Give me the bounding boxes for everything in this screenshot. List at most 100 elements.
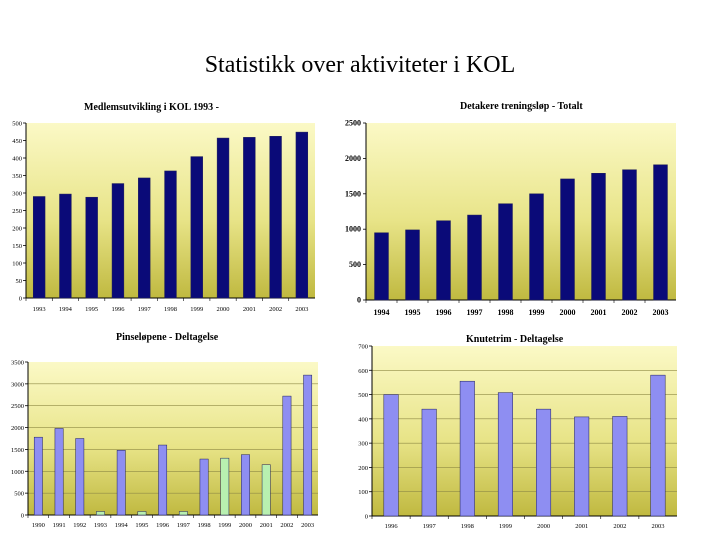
bar-2002 (282, 395, 292, 516)
y-tick-label: 250 (12, 208, 22, 215)
x-tick-label: 2000 (239, 522, 252, 529)
y-tick-label: 0 (19, 296, 22, 303)
bar-1993 (96, 511, 105, 516)
x-tick-label: 1997 (138, 306, 152, 313)
x-tick-label: 1999 (529, 308, 545, 317)
bar-1999 (220, 457, 230, 516)
x-tick-label: 2003 (295, 306, 308, 313)
x-tick-label: 2003 (653, 308, 669, 317)
x-tick-label: 2002 (269, 306, 282, 313)
bar-1996 (111, 183, 125, 299)
bar-1997 (138, 177, 151, 299)
y-tick-label: 450 (12, 138, 22, 145)
y-tick-label: 100 (358, 489, 368, 496)
x-tick-label: 2003 (301, 522, 314, 529)
y-tick-label: 500 (349, 260, 361, 269)
x-tick-label: 1996 (111, 306, 125, 313)
y-tick-label: 400 (358, 416, 368, 423)
x-tick-label: 2003 (651, 523, 664, 530)
plot-area (28, 362, 318, 515)
chart-title: Detakere treningsløp - Totalt (460, 101, 583, 112)
x-tick-label: 1999 (218, 522, 231, 529)
x-tick-label: 1999 (499, 523, 512, 530)
bar-1998 (459, 380, 475, 517)
bar-2003 (650, 374, 666, 517)
bar-1992 (75, 438, 85, 516)
x-tick-label: 1998 (198, 522, 211, 529)
y-tick-label: 2500 (11, 403, 24, 410)
bar-2001 (574, 416, 590, 517)
x-tick-label: 1996 (385, 523, 399, 530)
y-tick-label: 1500 (345, 189, 361, 198)
bar-1998 (498, 203, 513, 301)
x-tick-label: 1998 (498, 308, 514, 317)
y-tick-label: 50 (16, 278, 23, 285)
bar-1996 (158, 444, 168, 516)
x-tick-label: 1997 (467, 308, 483, 317)
x-tick-label: 2002 (613, 523, 626, 530)
bar-1996 (436, 220, 451, 301)
y-tick-label: 300 (12, 191, 22, 198)
x-tick-label: 1999 (190, 306, 203, 313)
y-tick-label: 300 (358, 441, 368, 448)
bar-1990 (33, 436, 43, 516)
x-tick-label: 2002 (280, 522, 293, 529)
x-tick-label: 1991 (53, 522, 66, 529)
y-tick-label: 150 (12, 243, 22, 250)
bar-1997 (467, 214, 482, 301)
y-tick-label: 700 (358, 344, 368, 351)
y-tick-label: 0 (21, 513, 24, 520)
chart-title: Knutetrim - Deltagelse (466, 334, 564, 345)
y-tick-label: 3000 (11, 381, 24, 388)
x-tick-label: 1998 (461, 523, 474, 530)
x-tick-label: 1995 (135, 522, 148, 529)
y-tick-label: 200 (12, 226, 22, 233)
chart-title: Pinseløpene - Deltagelse (116, 332, 219, 343)
bar-2001 (261, 464, 271, 516)
y-tick-label: 500 (12, 121, 22, 128)
y-tick-label: 500 (358, 392, 368, 399)
bar-2000 (536, 408, 552, 517)
bar-1999 (529, 193, 544, 301)
y-tick-label: 0 (365, 514, 368, 521)
bar-1997 (178, 511, 188, 516)
y-tick-label: 600 (358, 368, 368, 375)
chart-membership: Medlemsutvikling i KOL 1993 - 0 50 100 150 20… (0, 96, 322, 314)
chart-training-runs: Detakere treningsløp - Totalt 0 500 1000 150… (330, 96, 682, 318)
y-tick-label: 1000 (345, 225, 361, 234)
x-tick-label: 1990 (32, 522, 45, 529)
bar-2000 (241, 454, 250, 516)
x-tick-label: 1997 (177, 522, 191, 529)
bar-1991 (54, 428, 64, 516)
plot-area (372, 346, 677, 516)
y-tick-label: 2000 (11, 425, 24, 432)
page-title: Statistikk over aktiviteter i KOL (204, 52, 516, 78)
bar-1995 (137, 511, 147, 516)
x-tick-label: 2001 (260, 522, 273, 529)
x-tick-label: 1995 (85, 306, 98, 313)
x-tick-label: 1994 (59, 306, 73, 313)
knutetrim-chart-svg: Knutetrim - Deltagelse 0 100 200 300 400 500 60… (358, 334, 677, 530)
chart-knutetrim: Knutetrim - Deltagelse 0 100 200 300 400 500 60… (348, 328, 682, 534)
bar-1997 (421, 408, 437, 517)
y-tick-label: 0 (357, 296, 361, 305)
bar-2001 (243, 137, 256, 299)
x-tick-label: 2000 (560, 308, 576, 317)
bar-2002 (269, 136, 282, 299)
bar-2001 (591, 173, 606, 301)
bar-2003 (303, 374, 313, 516)
x-tick-label: 2001 (591, 308, 607, 317)
bar-1999 (497, 392, 513, 517)
y-tick-label: 100 (12, 261, 22, 268)
y-tick-label: 2000 (345, 154, 361, 163)
bar-1998 (199, 458, 209, 516)
y-tick-label: 350 (12, 173, 22, 180)
x-tick-label: 2000 (217, 306, 230, 313)
bar-1994 (59, 193, 72, 299)
y-tick-label: 1500 (11, 447, 24, 454)
pentecost-race-chart-svg: Pinseløpene - Deltagelse 0 500 1000 1500 2000… (11, 332, 318, 529)
bar-2002 (622, 169, 637, 301)
chart-pentecost-race: Pinseløpene - Deltagelse 0 500 1000 1500 2000… (0, 328, 322, 534)
bar-2003 (295, 131, 309, 299)
x-tick-label: 1998 (164, 306, 177, 313)
